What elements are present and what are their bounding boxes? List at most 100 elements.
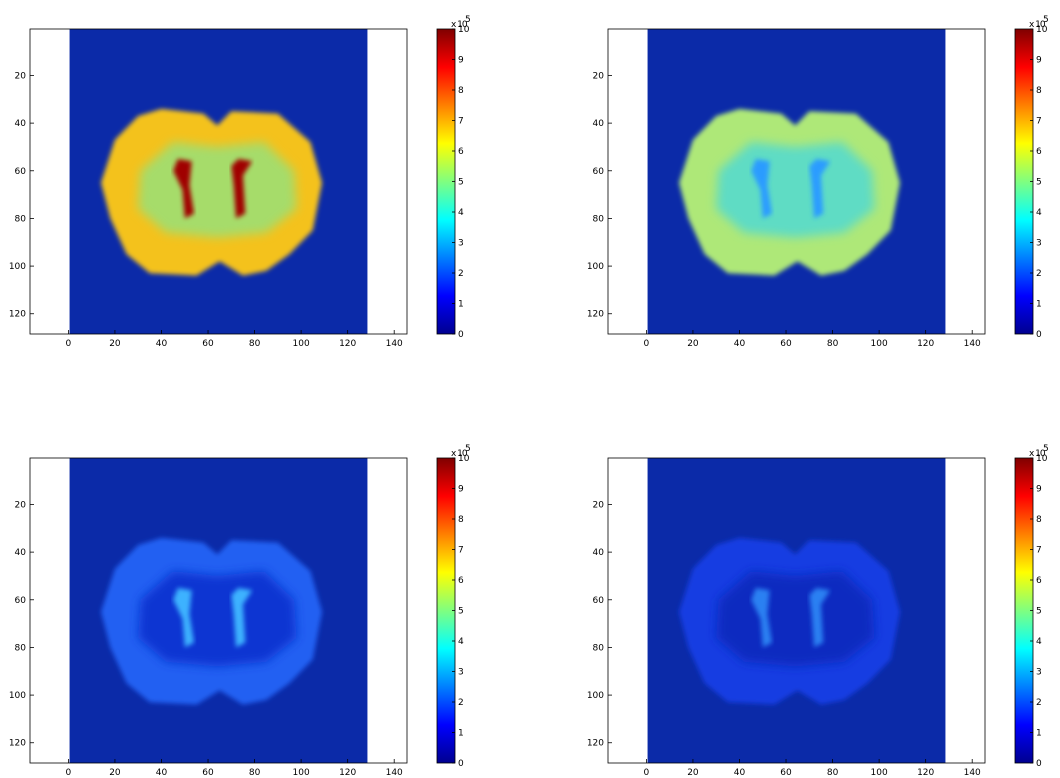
colorbar-multiplier: x 10 [1029, 449, 1046, 459]
colorbar-tick-label: 2 [458, 269, 464, 279]
y-tick-label: 60 [593, 596, 605, 606]
y-tick-label: 20 [593, 71, 605, 81]
x-tick-label: 100 [293, 768, 310, 778]
x-tick-label: 20 [109, 339, 121, 349]
y-tick-label: 40 [15, 119, 27, 129]
x-tick-label: 0 [644, 339, 650, 349]
x-tick-label: 100 [871, 768, 888, 778]
y-tick-label: 100 [587, 691, 604, 701]
x-tick-label: 140 [386, 768, 403, 778]
colorbar-tick-label: 4 [1036, 637, 1042, 647]
colorbar-tick-label: 3 [1036, 668, 1042, 678]
ventricle [173, 158, 195, 219]
y-tick-label: 60 [593, 167, 605, 177]
y-tick-label: 80 [15, 643, 27, 653]
y-tick-label: 100 [9, 691, 26, 701]
x-tick-label: 140 [964, 768, 981, 778]
image [647, 29, 946, 334]
colorbar-tick-label: 9 [1036, 485, 1042, 495]
colorbar-tick-label: 2 [1036, 269, 1042, 279]
colorbar-multiplier: x 10 [1029, 20, 1046, 30]
colorbar-tick-label: 2 [458, 698, 464, 708]
colorbar-exponent: 5 [1043, 444, 1049, 454]
x-tick-label: 20 [687, 768, 699, 778]
colorbar-tick-label: 9 [458, 56, 464, 66]
axes-box [29, 457, 408, 764]
colorbar-tick-label: 2 [1036, 698, 1042, 708]
x-tick-label: 140 [964, 339, 981, 349]
x-tick-label: 140 [386, 339, 403, 349]
x-tick-label: 60 [202, 339, 214, 349]
colorbar-tick-label: 6 [458, 576, 464, 586]
y-tick-label: 120 [9, 310, 26, 320]
y-tick-label: 80 [15, 214, 27, 224]
colorbar-tick-label: 7 [1036, 117, 1042, 127]
colorbar-tick-label: 3 [458, 668, 464, 678]
x-tick-label: 80 [249, 768, 261, 778]
x-tick-label: 40 [734, 768, 746, 778]
colorbar-tick-label: 1 [1036, 300, 1042, 310]
brain-inner [138, 571, 297, 667]
x-tick-label: 40 [156, 339, 168, 349]
colorbar-tick-label: 10 [1036, 454, 1048, 464]
colorbar-multiplier: x 10 [451, 449, 468, 459]
colorbar-tick-label: 4 [458, 208, 464, 218]
x-tick-label: 40 [156, 768, 168, 778]
colorbar-exponent: 5 [1043, 15, 1049, 25]
y-tick-label: 120 [587, 739, 604, 749]
colorbar-tick-label: 10 [1036, 25, 1048, 35]
colorbar-tick-label: 8 [458, 86, 464, 96]
y-tick-label: 100 [587, 262, 604, 272]
colorbar-tick-label: 10 [458, 454, 470, 464]
colorbar-tick-label: 8 [458, 515, 464, 525]
x-tick-label: 120 [339, 339, 356, 349]
x-tick-label: 120 [917, 768, 934, 778]
brain-inner [716, 571, 875, 667]
x-tick-label: 40 [734, 339, 746, 349]
y-tick-label: 80 [593, 214, 605, 224]
colorbar-multiplier: x 10 [451, 20, 468, 30]
x-tick-label: 20 [109, 768, 121, 778]
ventricle [809, 587, 831, 648]
y-tick-label: 120 [9, 739, 26, 749]
brain-inner [716, 142, 875, 238]
x-tick-label: 100 [871, 339, 888, 349]
y-tick-label: 60 [15, 167, 27, 177]
ventricle [751, 587, 773, 648]
ventricle [173, 587, 195, 648]
colorbar-tick-label: 1 [458, 300, 464, 310]
y-tick-label: 20 [593, 500, 605, 510]
colorbar-tick-label: 8 [1036, 515, 1042, 525]
axes-box [607, 28, 986, 335]
y-tick-label: 100 [9, 262, 26, 272]
colorbar-tick-label: 5 [458, 607, 464, 617]
x-tick-label: 60 [780, 339, 792, 349]
x-tick-label: 80 [249, 339, 261, 349]
image [647, 458, 946, 763]
y-tick-label: 80 [593, 643, 605, 653]
y-tick-label: 40 [15, 548, 27, 558]
colorbar-tick-label: 6 [458, 147, 464, 157]
colorbar-tick-label: 5 [1036, 607, 1042, 617]
y-tick-label: 40 [593, 119, 605, 129]
ventricle [231, 587, 253, 648]
ventricle [751, 158, 773, 219]
ventricle [231, 158, 253, 219]
colorbar-tick-label: 3 [458, 239, 464, 249]
subplot: 0 20 40 60 80 100 120 140 20 40 60 80 100 120 0 1 2 3 4 5 6 7… [9, 15, 471, 349]
x-tick-label: 0 [644, 768, 650, 778]
colorbar-tick-label: 5 [1036, 178, 1042, 188]
colorbar-tick-label: 4 [1036, 208, 1042, 218]
x-tick-label: 80 [827, 339, 839, 349]
colorbar-tick-label: 3 [1036, 239, 1042, 249]
axes-box [29, 28, 408, 335]
y-tick-label: 20 [15, 500, 27, 510]
x-tick-label: 120 [917, 339, 934, 349]
colorbar-tick-label: 7 [458, 546, 464, 556]
x-tick-label: 120 [339, 768, 356, 778]
x-tick-label: 60 [780, 768, 792, 778]
brain-inner [138, 142, 297, 238]
x-tick-label: 60 [202, 768, 214, 778]
subplot: 0 20 40 60 80 100 120 140 20 40 60 80 100 120 0 1 2 3 4 5 6 7… [9, 444, 471, 778]
